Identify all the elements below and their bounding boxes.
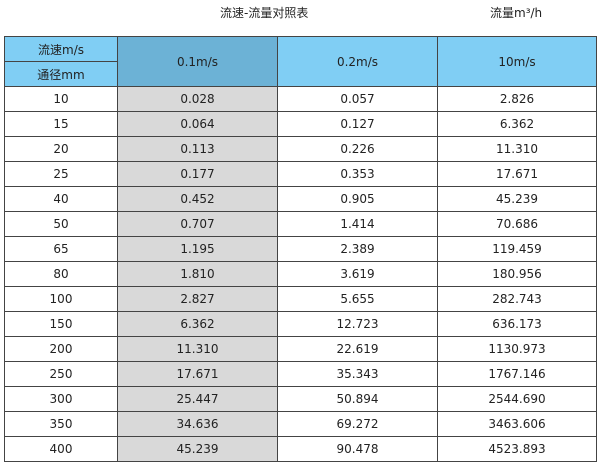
flow-cell: 90.478 [277,436,438,462]
flow-cell: 11.310 [437,136,597,162]
flow-cell: 282.743 [437,286,597,312]
flow-cell: 34.636 [117,411,278,437]
table-row: 350 34.636 69.272 3463.606 [4,411,597,437]
diameter-cell: 250 [4,361,118,387]
table-row: 80 1.810 3.619 180.956 [4,261,597,287]
diameter-cell: 350 [4,411,118,437]
diameter-cell: 150 [4,311,118,337]
flow-cell: 0.028 [117,86,278,112]
table-row: 250 17.671 35.343 1767.146 [4,361,597,387]
diameter-cell: 80 [4,261,118,287]
flow-cell: 4523.893 [437,436,597,462]
flow-cell: 11.310 [117,336,278,362]
flow-cell: 70.686 [437,211,597,237]
flow-cell: 25.447 [117,386,278,412]
flow-cell: 5.655 [277,286,438,312]
flow-cell: 12.723 [277,311,438,337]
flow-cell: 0.177 [117,161,278,187]
flow-cell: 0.353 [277,161,438,187]
diameter-cell: 200 [4,336,118,362]
flow-cell: 0.905 [277,186,438,212]
flow-cell: 1.195 [117,236,278,262]
diameter-header: 通径mm [4,61,118,87]
flow-cell: 2.826 [437,86,597,112]
table-row: 15 0.064 0.127 6.362 [4,111,597,137]
flow-cell: 22.619 [277,336,438,362]
table-title: 流速-流量对照表 [220,6,309,20]
flow-cell: 45.239 [117,436,278,462]
column-header: 10m/s [437,36,597,87]
flow-cell: 45.239 [437,186,597,212]
flow-cell: 2.389 [277,236,438,262]
flow-cell: 2.827 [117,286,278,312]
flow-cell: 0.127 [277,111,438,137]
flow-cell: 180.956 [437,261,597,287]
flow-cell: 17.671 [437,161,597,187]
flow-cell: 35.343 [277,361,438,387]
diameter-cell: 15 [4,111,118,137]
diameter-cell: 100 [4,286,118,312]
flow-cell: 1.810 [117,261,278,287]
table-row: 10 0.028 0.057 2.826 [4,86,597,112]
diameter-cell: 10 [4,86,118,112]
flow-cell: 1.414 [277,211,438,237]
flow-cell: 0.057 [277,86,438,112]
velocity-header: 流速m/s [4,36,118,62]
table-row: 40 0.452 0.905 45.239 [4,186,597,212]
table-row: 300 25.447 50.894 2544.690 [4,386,597,412]
flow-cell: 0.064 [117,111,278,137]
table-row: 200 11.310 22.619 1130.973 [4,336,597,362]
flow-cell: 17.671 [117,361,278,387]
flow-cell: 50.894 [277,386,438,412]
flow-cell: 0.452 [117,186,278,212]
column-header: 0.1m/s [117,36,278,87]
table-row: 150 6.362 12.723 636.173 [4,311,597,337]
unit-label: 流量m³/h [490,6,543,20]
flow-cell: 0.707 [117,211,278,237]
column-header: 0.2m/s [277,36,438,87]
flow-cell: 3.619 [277,261,438,287]
flow-cell: 0.113 [117,136,278,162]
flow-cell: 1767.146 [437,361,597,387]
velocity-flow-table: 流速m/s 0.1m/s 0.2m/s 10m/s 通径mm 10 0.028 0.… [4,36,597,462]
table-row: 65 1.195 2.389 119.459 [4,236,597,262]
flow-cell: 6.362 [437,111,597,137]
flow-cell: 3463.606 [437,411,597,437]
diameter-cell: 300 [4,386,118,412]
flow-cell: 636.173 [437,311,597,337]
diameter-cell: 40 [4,186,118,212]
table-row: 50 0.707 1.414 70.686 [4,211,597,237]
flow-cell: 2544.690 [437,386,597,412]
table-row: 400 45.239 90.478 4523.893 [4,436,597,462]
diameter-cell: 50 [4,211,118,237]
diameter-cell: 25 [4,161,118,187]
diameter-cell: 400 [4,436,118,462]
diameter-cell: 65 [4,236,118,262]
flow-cell: 1130.973 [437,336,597,362]
table-row: 100 2.827 5.655 282.743 [4,286,597,312]
flow-cell: 119.459 [437,236,597,262]
flow-cell: 69.272 [277,411,438,437]
flow-cell: 6.362 [117,311,278,337]
diameter-cell: 20 [4,136,118,162]
table-row: 25 0.177 0.353 17.671 [4,161,597,187]
table-row: 20 0.113 0.226 11.310 [4,136,597,162]
flow-cell: 0.226 [277,136,438,162]
